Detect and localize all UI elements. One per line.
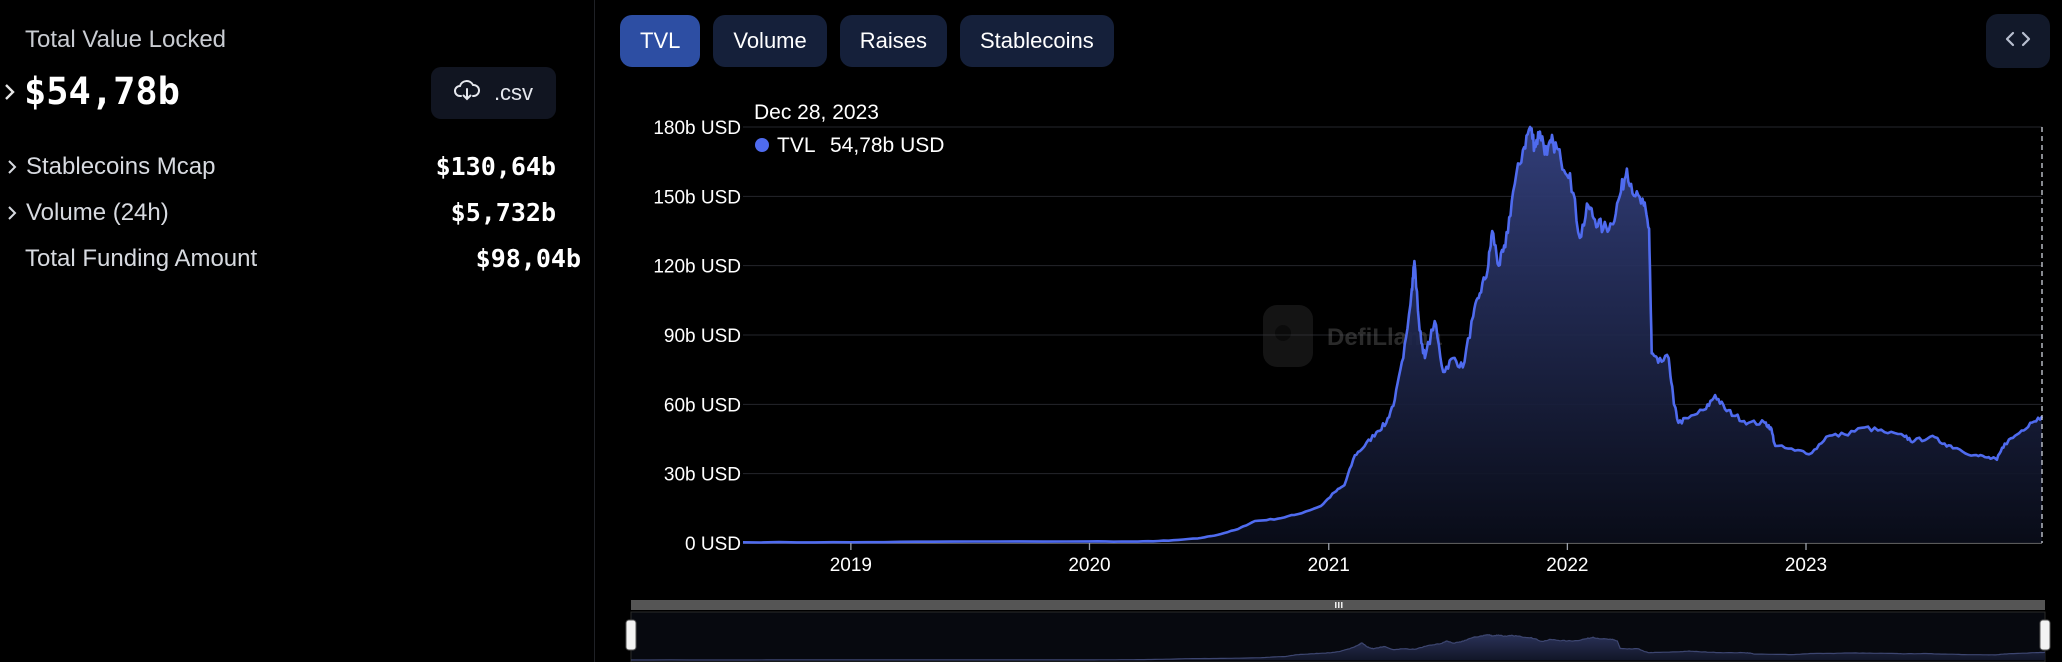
- summary-panel: Total Value Locked $54,78b .csv Stableco…: [0, 0, 594, 662]
- chevron-right-icon[interactable]: [2, 157, 22, 177]
- chart-tabs: TVL Volume Raises Stablecoins: [620, 15, 1114, 67]
- panel-divider: [594, 0, 595, 662]
- chevron-right-icon[interactable]: [0, 82, 20, 102]
- y-tick-label: 180b USD: [653, 118, 741, 139]
- metric-label: Volume (24h): [26, 198, 169, 226]
- tab-raises[interactable]: Raises: [839, 15, 947, 67]
- watermark-text: DefiLlama: [1327, 324, 1442, 351]
- metric-label: Total Funding Amount: [25, 244, 258, 272]
- y-tick-label: 30b USD: [664, 465, 741, 486]
- navigator-left-handle[interactable]: [625, 619, 637, 651]
- navigator-line: [631, 634, 2046, 661]
- metric-total-funding: Total Funding Amount $98,04b: [0, 244, 581, 273]
- metric-value: $98,04b: [475, 244, 581, 273]
- y-tick-label: 90b USD: [664, 326, 741, 347]
- y-tick-label: 150b USD: [653, 187, 741, 208]
- y-tick-label: 120b USD: [653, 257, 741, 278]
- tab-tvl[interactable]: TVL: [620, 15, 701, 67]
- tooltip-date: Dec 28, 2023: [754, 101, 879, 124]
- y-tick-label: 0 USD: [685, 534, 741, 555]
- defillama-watermark: DefiLlama: [1263, 305, 1442, 367]
- code-icon: [2005, 30, 2031, 53]
- tvl-chart[interactable]: DefiLlama 0 USD 30b USD 60b USD 90b USD 120b…: [595, 0, 2062, 662]
- tab-volume[interactable]: Volume: [713, 15, 827, 67]
- csv-label: .csv: [493, 80, 534, 105]
- tvl-value: $54,78b: [24, 70, 180, 113]
- embed-code-button[interactable]: [1986, 14, 2050, 68]
- x-tick-label: 2020: [1068, 555, 1110, 576]
- tooltip-series-dot: [755, 138, 769, 152]
- llama-eye-icon: [1275, 325, 1291, 341]
- x-tick-label: 2022: [1546, 555, 1588, 576]
- metric-stablecoins-mcap[interactable]: Stablecoins Mcap $130,64b: [0, 152, 556, 181]
- metric-volume-24h[interactable]: Volume (24h) $5,732b: [0, 198, 556, 227]
- x-tick-label: 2021: [1308, 555, 1350, 576]
- metric-value: $130,64b: [435, 152, 556, 181]
- metric-value: $5,732b: [450, 198, 556, 227]
- chevron-right-icon[interactable]: [2, 203, 22, 223]
- tvl-area: [742, 125, 2044, 544]
- y-axis: 0 USD 30b USD 60b USD 90b USD 120b USD 150b U…: [653, 118, 741, 555]
- metric-label: Stablecoins Mcap: [26, 152, 216, 180]
- tooltip-value: 54,78b USD: [830, 134, 944, 157]
- tooltip-series-name: TVL: [777, 134, 816, 157]
- x-tick-label: 2019: [830, 555, 872, 576]
- y-tick-label: 60b USD: [664, 395, 741, 416]
- range-navigator[interactable]: [625, 600, 2051, 662]
- cloud-download-icon: [454, 79, 480, 107]
- download-csv-button[interactable]: .csv: [431, 67, 556, 119]
- tooltip: Dec 28, 2023 TVL 54,78b USD: [754, 101, 944, 157]
- tvl-area-fill: [743, 127, 2042, 543]
- chart-panel: TVL Volume Raises Stablecoins DefiLlama: [595, 0, 2062, 662]
- tvl-line: [742, 125, 2044, 544]
- x-tick-label: 2023: [1785, 555, 1827, 576]
- x-axis: 2019 2020 2021 2022 2023: [830, 543, 1827, 576]
- tvl-row[interactable]: $54,78b: [0, 70, 180, 113]
- navigator-grip-icon[interactable]: [1335, 602, 1343, 608]
- llama-logo-icon: [1263, 305, 1313, 367]
- navigator-right-handle[interactable]: [2039, 619, 2051, 651]
- tvl-label: Total Value Locked: [25, 26, 227, 53]
- navigator-preview: [631, 634, 2046, 661]
- tab-stablecoins[interactable]: Stablecoins: [960, 15, 1114, 67]
- navigator-area: [631, 634, 2045, 660]
